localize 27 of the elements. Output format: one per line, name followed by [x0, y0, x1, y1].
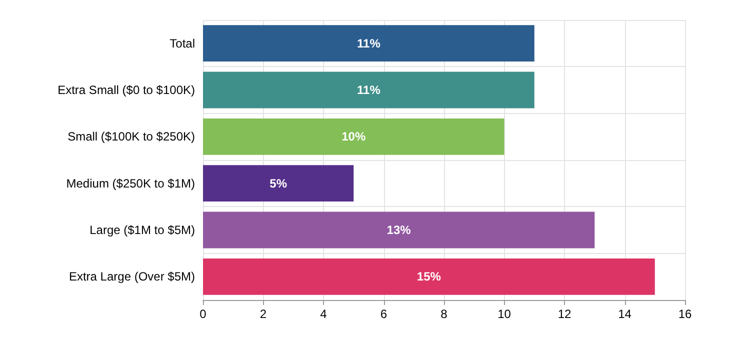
x-tick-label: 0	[200, 307, 207, 321]
y-tick-label: Small ($100K to $250K)	[68, 130, 196, 144]
x-tick-label: 4	[320, 307, 328, 321]
data-label: 15%	[416, 270, 442, 284]
y-tick-label: Medium ($250K to $1M)	[66, 176, 195, 190]
y-tick-label: Extra Small ($0 to $100K)	[58, 83, 195, 97]
x-tick-label: 12	[558, 307, 572, 321]
y-tick-label: Large ($1M to $5M)	[90, 223, 195, 237]
bar	[203, 165, 354, 202]
bar	[203, 258, 655, 295]
bar	[203, 118, 504, 155]
bar	[203, 72, 534, 108]
y-tick-label: Extra Large (Over $5M)	[68, 270, 195, 284]
x-tick-label: 6	[380, 307, 388, 321]
x-tick-label: 14	[618, 307, 632, 321]
x-tick-label: 8	[440, 307, 448, 321]
data-label: 10%	[342, 130, 366, 144]
bar	[203, 212, 595, 248]
x-tick-label: 16	[678, 307, 692, 321]
x-tick-label: 10	[498, 307, 512, 321]
data-label: 11%	[357, 83, 381, 97]
data-label: 13%	[386, 223, 412, 237]
data-label: 11%	[357, 36, 381, 50]
data-label: 5%	[270, 176, 288, 190]
x-tick-label: 2	[260, 307, 267, 321]
bar	[203, 25, 534, 62]
y-tick-label: Total	[170, 36, 195, 50]
